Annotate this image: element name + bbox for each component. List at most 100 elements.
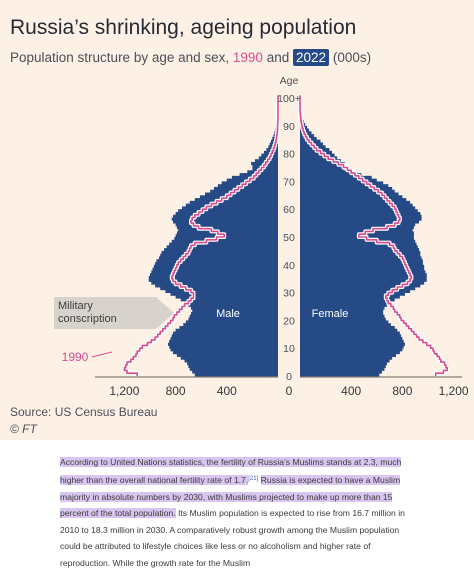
x-tick-label: 0 [286, 384, 293, 398]
female-bar [300, 373, 379, 376]
male-bar [159, 256, 278, 259]
age-tick-label: 50 [283, 232, 295, 244]
male-bar [172, 334, 278, 337]
male-bar [172, 240, 278, 243]
age-tick-label: 0 [286, 371, 292, 383]
male-bar [170, 348, 278, 351]
female-bar [300, 240, 415, 243]
male-bar [173, 351, 278, 354]
annotation-line-1: Military [58, 300, 117, 313]
male-bar [173, 332, 278, 335]
female-bar [300, 332, 400, 335]
male-bar [154, 265, 278, 268]
female-bar [300, 165, 342, 168]
female-bar [300, 323, 391, 326]
male-bar [169, 340, 278, 343]
credit-text: © FT [10, 421, 157, 438]
female-bar [300, 337, 402, 340]
age-tick-label: 60 [283, 204, 295, 216]
source-text: Source: US Census Bureau [10, 404, 157, 421]
male-bar [168, 343, 278, 346]
male-bar [170, 293, 278, 296]
male-bar [192, 370, 278, 373]
male-bar [162, 251, 278, 254]
female-bar [300, 170, 351, 173]
male-bar [200, 195, 278, 198]
male-bar [155, 284, 278, 287]
male-bar [188, 304, 278, 307]
female-bar [300, 329, 397, 332]
female-bar [300, 370, 382, 373]
age-tick-label: 90 [283, 121, 295, 133]
male-bar [165, 290, 278, 293]
male-bar [149, 276, 278, 279]
age-tick-label: 10 [283, 343, 295, 355]
female-bar [300, 251, 420, 254]
male-bar [186, 320, 278, 323]
male-bar [188, 365, 278, 368]
source-block: Source: US Census Bureau © FT [10, 404, 157, 438]
age-tick-label: 30 [283, 288, 295, 300]
male-bar [179, 326, 278, 329]
male-bar [164, 248, 278, 251]
female-bar [300, 334, 401, 337]
age-tick-label: 80 [283, 149, 295, 161]
male-bar [167, 245, 278, 248]
female-bar [300, 298, 395, 301]
male-bar [173, 220, 278, 223]
female-bar [300, 351, 400, 354]
female-bar [300, 304, 387, 307]
male-bar [150, 273, 278, 276]
male-bar [169, 345, 278, 348]
male-bar [195, 198, 278, 201]
female-bar [300, 354, 396, 357]
male-bar [190, 201, 278, 204]
male-bar [186, 204, 278, 207]
female-bar [300, 357, 392, 360]
male-bar [190, 368, 278, 371]
reference-link[interactable]: [21] [248, 476, 258, 482]
female-bar [300, 343, 405, 346]
male-label: Male [216, 308, 240, 320]
age-tick-label: 70 [283, 176, 295, 188]
female-bar [300, 243, 416, 246]
female-bar [300, 368, 384, 371]
annotation-military-conscription: Military conscription [58, 300, 117, 326]
male-bar [185, 359, 278, 362]
male-bar [174, 237, 278, 240]
x-tick-label: 400 [341, 384, 361, 398]
male-bar [151, 270, 278, 273]
male-bar [183, 323, 278, 326]
male-bar [151, 281, 278, 284]
x-tick-label: 800 [392, 384, 412, 398]
male-bar [153, 268, 278, 271]
x-tick-label: 1,200 [109, 384, 139, 398]
age-axis-label: Age [280, 75, 299, 87]
male-bar [160, 287, 278, 290]
female-bar [300, 345, 404, 348]
male-bar [160, 254, 278, 257]
male-bar [169, 243, 278, 246]
annotation-line-2: conscription [58, 313, 117, 326]
male-bar [176, 234, 278, 237]
age-tick-label: 20 [283, 315, 295, 327]
female-bar [300, 359, 390, 362]
female-bar [300, 301, 390, 304]
male-bar [176, 212, 278, 215]
male-bar [178, 209, 278, 212]
male-bar [177, 231, 278, 234]
male-bar [182, 206, 278, 209]
male-bar [186, 301, 278, 304]
female-bar [300, 245, 418, 248]
age-tick-label: 100+ [277, 93, 301, 105]
x-tick-label: 800 [166, 384, 186, 398]
female-bar [300, 276, 427, 279]
male-bar [155, 262, 278, 265]
male-bar [178, 229, 278, 232]
male-bar [181, 357, 278, 360]
male-bar [205, 193, 278, 196]
female-bar [300, 248, 419, 251]
female-bar [300, 212, 420, 215]
male-bar [172, 218, 278, 221]
